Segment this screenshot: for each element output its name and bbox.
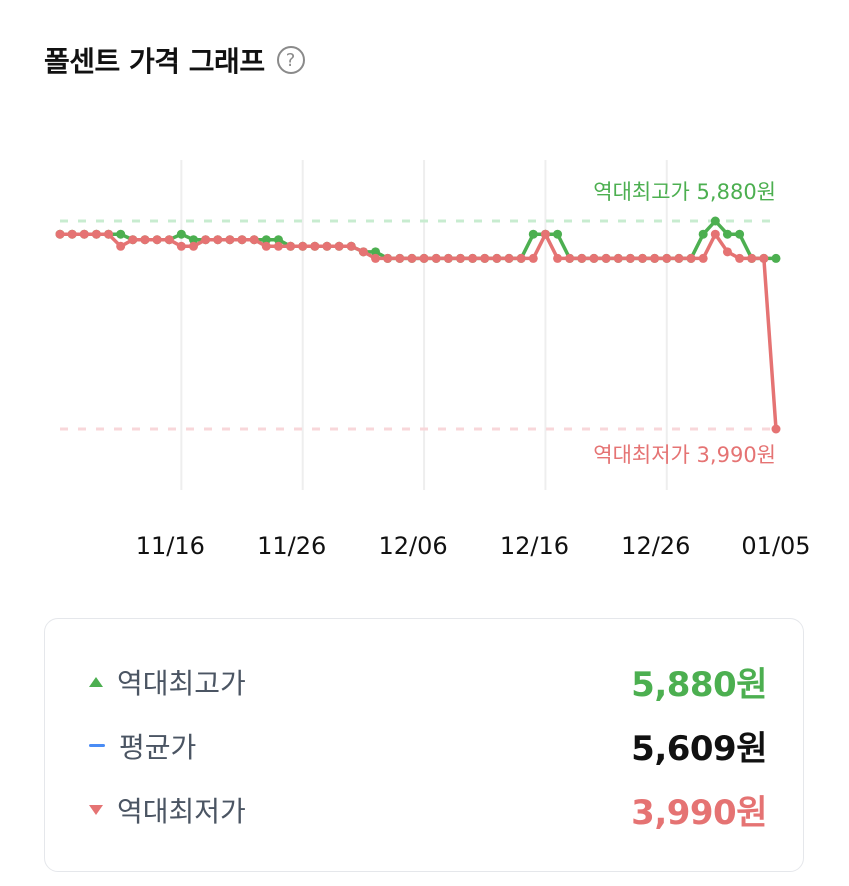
max-price-value: 5,880원 — [631, 665, 767, 705]
question-circle-icon[interactable]: ? — [276, 46, 305, 74]
triangle-down-icon — [89, 804, 103, 815]
x-tick-label: 11/26 — [257, 532, 327, 560]
data-point[interactable] — [650, 253, 660, 263]
data-point[interactable] — [164, 235, 174, 245]
data-point[interactable] — [201, 235, 211, 245]
data-point[interactable] — [225, 235, 235, 245]
data-point[interactable] — [358, 247, 368, 257]
min-price-label: 역대최저가 — [117, 794, 246, 828]
summary-row-min: 역대최저가 3,990원 — [89, 785, 767, 834]
data-point[interactable] — [273, 241, 283, 251]
data-point[interactable] — [407, 253, 417, 263]
data-point[interactable] — [419, 253, 429, 263]
data-point[interactable] — [371, 253, 381, 263]
data-point[interactable] — [79, 229, 89, 239]
data-point[interactable] — [116, 229, 126, 239]
data-point[interactable] — [55, 229, 65, 239]
data-point[interactable] — [601, 253, 611, 263]
data-point[interactable] — [710, 229, 720, 239]
data-point[interactable] — [565, 253, 575, 263]
data-point[interactable] — [710, 216, 720, 226]
data-point[interactable] — [759, 253, 769, 263]
x-tick-label: 12/06 — [378, 532, 448, 560]
data-point[interactable] — [747, 253, 757, 263]
data-point[interactable] — [735, 253, 745, 263]
data-point[interactable] — [104, 229, 114, 239]
data-point[interactable] — [638, 253, 648, 263]
summary-row-avg: 평균가 5,609원 — [89, 721, 767, 770]
data-point[interactable] — [686, 253, 696, 263]
data-point[interactable] — [273, 235, 283, 245]
summary-row-max: 역대최고가 5,880원 — [89, 657, 767, 706]
avg-price-label: 평균가 — [119, 730, 197, 764]
data-point[interactable] — [698, 253, 708, 263]
data-point[interactable] — [589, 253, 599, 263]
data-point[interactable] — [152, 235, 162, 245]
max-price-label: 역대최고가 — [117, 666, 246, 700]
data-point[interactable] — [771, 253, 781, 263]
data-point[interactable] — [310, 241, 320, 251]
min-price-annotation: 역대최저가 3,990원 — [593, 443, 776, 467]
min-price-value: 3,990원 — [631, 793, 767, 833]
data-point[interactable] — [625, 253, 635, 263]
data-point[interactable] — [540, 229, 550, 239]
data-point[interactable] — [395, 253, 405, 263]
data-point[interactable] — [261, 235, 271, 245]
triangle-up-icon — [89, 676, 103, 687]
data-point[interactable] — [662, 253, 672, 263]
data-point[interactable] — [455, 253, 465, 263]
data-point[interactable] — [504, 253, 514, 263]
data-point[interactable] — [286, 241, 296, 251]
data-point[interactable] — [334, 241, 344, 251]
data-point[interactable] — [188, 235, 198, 245]
data-point[interactable] — [322, 241, 332, 251]
data-point[interactable] — [431, 253, 441, 263]
data-point[interactable] — [735, 229, 745, 239]
data-point[interactable] — [213, 235, 223, 245]
price-summary-card: 역대최고가 5,880원 평균가 5,609원 역대최저가 3,990원 — [44, 618, 804, 872]
data-point[interactable] — [116, 241, 126, 251]
data-point[interactable] — [553, 229, 563, 239]
data-point[interactable] — [516, 253, 526, 263]
data-point[interactable] — [492, 253, 502, 263]
data-point[interactable] — [128, 235, 138, 245]
data-point[interactable] — [771, 424, 781, 434]
x-tick-label: 12/16 — [499, 532, 570, 560]
page-title: 폴센트 가격 그래프 — [44, 45, 265, 78]
data-point[interactable] — [528, 253, 538, 263]
data-point[interactable] — [528, 229, 538, 239]
data-point[interactable] — [188, 241, 198, 251]
data-point[interactable] — [698, 229, 708, 239]
data-point[interactable] — [480, 253, 490, 263]
data-point[interactable] — [176, 229, 186, 239]
data-point[interactable] — [722, 229, 732, 239]
data-point[interactable] — [346, 241, 356, 251]
data-point[interactable] — [261, 241, 271, 251]
data-point[interactable] — [249, 235, 259, 245]
dash-icon — [89, 744, 105, 747]
x-tick-label: 01/05 — [741, 532, 811, 560]
max-price-annotation: 역대최고가 5,880원 — [593, 180, 776, 204]
x-tick-label: 12/26 — [621, 532, 691, 560]
data-point[interactable] — [176, 241, 186, 251]
data-point[interactable] — [674, 253, 684, 263]
data-point[interactable] — [577, 253, 587, 263]
data-point[interactable] — [468, 253, 478, 263]
avg-price-value: 5,609원 — [631, 729, 767, 769]
data-point[interactable] — [443, 253, 453, 263]
data-point[interactable] — [613, 253, 623, 263]
data-point[interactable] — [298, 241, 308, 251]
data-point[interactable] — [91, 229, 101, 239]
data-point[interactable] — [237, 235, 247, 245]
data-point[interactable] — [140, 235, 150, 245]
min-price-line — [60, 232, 778, 430]
data-point[interactable] — [371, 247, 381, 257]
data-point[interactable] — [553, 253, 563, 263]
data-point[interactable] — [722, 247, 732, 257]
chart-header: 폴센트 가격 그래프 ? — [44, 40, 305, 80]
data-point[interactable] — [383, 253, 393, 263]
data-point[interactable] — [67, 229, 77, 239]
x-tick-label: 11/16 — [135, 532, 205, 560]
